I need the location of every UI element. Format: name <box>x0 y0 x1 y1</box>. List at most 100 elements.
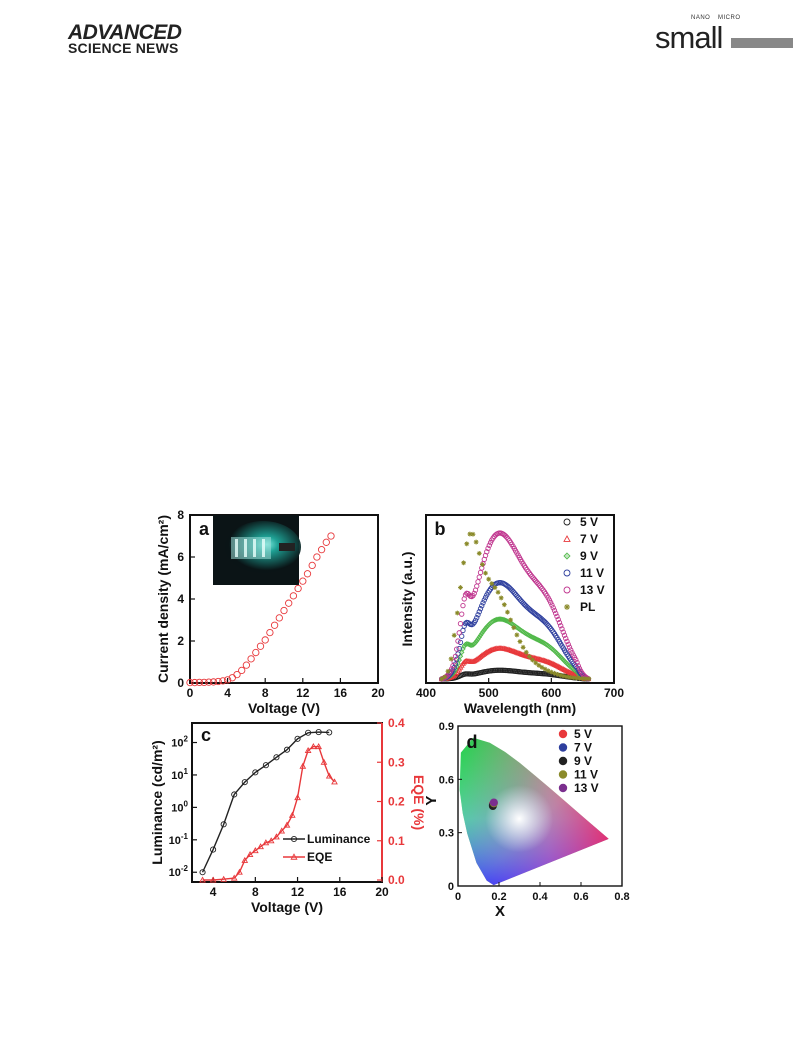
legend-label: 13 V <box>574 781 599 795</box>
spectrum-point <box>449 666 455 672</box>
data-point <box>285 599 293 607</box>
spectrum-point <box>480 562 485 567</box>
x-tick-label: 4 <box>210 885 217 899</box>
x-tick-label: 600 <box>541 686 561 700</box>
spectrum-point <box>550 605 556 611</box>
spectrum-point <box>523 649 529 655</box>
spectrum-point <box>560 629 566 635</box>
spectrum-point <box>548 660 555 666</box>
spectrum-point <box>564 638 570 645</box>
spectrum-point <box>479 603 485 609</box>
spectrum-point <box>550 660 557 667</box>
data-point <box>256 642 265 650</box>
data-point <box>289 592 298 600</box>
plot-frame <box>425 514 615 684</box>
legend-label: 7 V <box>580 532 598 546</box>
spectrum-point <box>545 668 551 674</box>
y-tick-label: 10-1 <box>169 832 189 847</box>
spectrum-point <box>558 672 564 678</box>
data-point <box>270 621 279 629</box>
luminance-point <box>241 779 248 786</box>
y-tick-label: 100 <box>171 799 188 814</box>
x-tick-label: 0 <box>455 891 461 903</box>
spectrum-point <box>473 638 480 644</box>
y-tick-label: 8 <box>177 508 184 522</box>
eqe-point <box>331 778 338 785</box>
legend-marker <box>563 518 571 526</box>
x-tick-label: 0.6 <box>573 891 588 903</box>
spectrum-point <box>559 626 565 632</box>
spectrum-point <box>564 667 570 674</box>
spectrum-point <box>511 625 517 631</box>
spectrum-point <box>479 565 485 571</box>
spectrum-point <box>520 644 526 650</box>
spectrum-point <box>505 609 510 615</box>
spectrum-point <box>515 649 522 656</box>
panel-label-d: d <box>467 732 478 752</box>
spectrum-point <box>552 670 557 676</box>
y-tick-label: 101 <box>171 767 188 782</box>
spectrum-point <box>557 664 564 671</box>
spectrum-point <box>480 600 486 606</box>
spectrum-series <box>439 531 592 682</box>
legend-label: 9 V <box>574 754 592 768</box>
spectrum-point <box>567 674 573 680</box>
spectrum-point <box>565 641 571 648</box>
eqe-point <box>241 856 249 863</box>
spectrum-point <box>501 602 507 608</box>
spectrum-point <box>475 636 481 642</box>
legend-label-eqe: EQE <box>307 850 332 864</box>
y-axis-label: Current density (mA/cm²) <box>155 515 171 683</box>
data-point <box>191 678 199 687</box>
spectrum-point <box>439 676 445 682</box>
inset-stripe <box>262 539 265 557</box>
x-axis-label: Voltage (V) <box>248 700 320 716</box>
x-tick-label: 0 <box>187 686 194 700</box>
spectrum-point <box>476 550 482 556</box>
eqe-point <box>325 772 333 779</box>
spectrum-point <box>556 664 563 670</box>
logo-bar <box>731 38 793 48</box>
spectrum-point <box>573 656 579 663</box>
eqe-point <box>251 847 259 854</box>
legend-marker <box>563 586 571 594</box>
y-tick-label: 0.6 <box>439 774 454 786</box>
spectrum-point <box>527 654 532 659</box>
x-axis-label: Voltage (V) <box>251 899 323 915</box>
spectrum-point <box>566 669 573 675</box>
spectrum-point <box>548 669 554 675</box>
eqe-point <box>236 868 243 875</box>
spectrum-point <box>469 593 475 600</box>
y-tick-label: 10-2 <box>169 864 189 879</box>
y-tick-label: 2 <box>177 634 184 648</box>
right-tick-label: 0.4 <box>388 716 405 730</box>
legend-label: 11 V <box>574 768 598 782</box>
eqe-point <box>230 874 238 881</box>
spectrum-point <box>459 633 465 639</box>
data-point <box>209 678 218 686</box>
panel-label-b: b <box>435 519 446 539</box>
inset-stripe <box>244 539 247 557</box>
panel-d: 0 0.2 0.4 0.6 0.8 0 0.3 0.6 0.9 X Y 5 V7 V9 V11 V13… <box>423 721 630 920</box>
legend-marker <box>563 552 571 560</box>
spectrum-point <box>554 613 560 620</box>
legend-marker <box>558 783 568 793</box>
y-axis-label: Y <box>423 796 440 806</box>
eqe-point <box>288 811 296 818</box>
eqe-point <box>278 827 286 834</box>
spectrum-point <box>551 607 558 614</box>
x-tick-label: 20 <box>371 686 385 700</box>
spectrum-point <box>564 674 570 680</box>
spectrum-point <box>586 676 592 682</box>
legend-marker <box>563 535 571 542</box>
spectrum-point <box>574 659 580 666</box>
spectrum-point <box>462 620 469 627</box>
inset-stripe <box>253 539 256 557</box>
spectrum-point <box>471 590 477 597</box>
eqe-point <box>315 743 323 750</box>
spectrum-point <box>462 592 469 598</box>
x-tick-label: 0.2 <box>491 891 506 903</box>
spectrum-point <box>445 668 451 674</box>
luminance-point <box>273 754 280 761</box>
data-point <box>280 606 288 615</box>
